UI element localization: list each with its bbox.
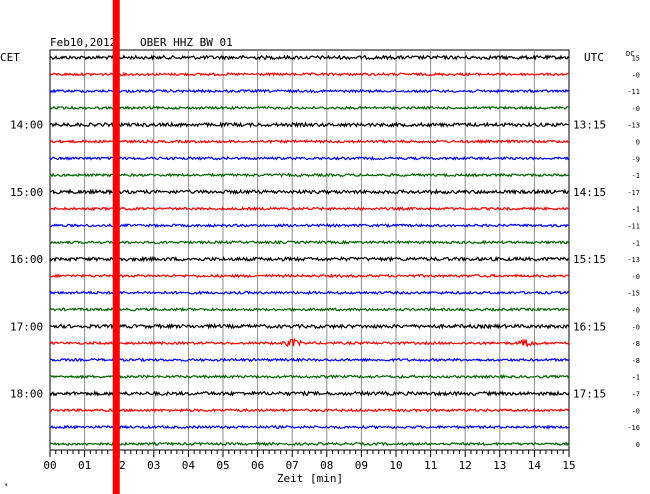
x-tick-label: 14 — [528, 459, 542, 472]
seismic-trace — [49, 273, 570, 279]
seismic-trace — [49, 88, 570, 94]
dc-offset-label: -11 — [627, 88, 640, 96]
seismic-trace — [49, 188, 570, 196]
dc-offset-label: -1 — [632, 172, 640, 180]
dc-offset-label: -16 — [627, 424, 640, 432]
x-tick-label: 13 — [493, 459, 506, 472]
dc-offset-label: -9 — [632, 155, 640, 163]
seismic-trace — [49, 71, 570, 77]
seismic-trace — [49, 306, 570, 313]
chart-date: Feb10,2012 — [50, 36, 116, 49]
right-timezone-label: UTC — [584, 51, 604, 64]
right-time-label: 17:15 — [573, 388, 606, 401]
dc-offset-label: -0 — [632, 307, 640, 315]
dc-offset-label: -0 — [632, 273, 640, 281]
left-time-label: 17:00 — [10, 320, 43, 333]
seismic-trace — [49, 121, 570, 129]
dc-offset-label: -17 — [627, 189, 640, 197]
x-tick-label: 12 — [459, 459, 472, 472]
x-tick-label: 15 — [562, 459, 575, 472]
seismic-trace — [49, 290, 570, 296]
x-tick-label: 07 — [286, 459, 299, 472]
dc-offset-label: -8 — [632, 340, 640, 348]
left-time-label: 16:00 — [10, 253, 43, 266]
dc-offset-label: -0 — [632, 323, 640, 331]
seismic-trace — [49, 390, 570, 397]
x-tick-label: 01 — [78, 459, 91, 472]
x-tick-label: 09 — [355, 459, 368, 472]
chart-station: OBER HHZ BW 01 — [140, 36, 233, 49]
dc-offset-label: -13 — [627, 256, 640, 264]
seismic-trace — [49, 322, 570, 330]
right-time-label: 16:15 — [573, 320, 606, 333]
dc-offset-label: -1 — [632, 206, 640, 214]
seismic-trace — [49, 223, 569, 229]
dc-offset-label: -0 — [632, 407, 640, 415]
seismic-trace — [49, 172, 570, 178]
seismic-trace — [49, 54, 570, 61]
x-tick-label: 04 — [182, 459, 196, 472]
left-time-label: 18:00 — [10, 388, 43, 401]
x-tick-label: 06 — [251, 459, 264, 472]
left-time-label: 15:00 — [10, 186, 43, 199]
seismic-trace — [49, 337, 570, 348]
dc-offset-label: -0 — [632, 105, 640, 113]
seismic-trace — [49, 407, 570, 413]
dc-offset-label: -15 — [627, 290, 640, 298]
seismic-trace — [49, 206, 570, 212]
x-tick-label: 03 — [147, 459, 160, 472]
dc-offset-label: -11 — [627, 223, 640, 231]
dc-offset-label: 0 — [636, 139, 640, 147]
x-axis-label: Zeit [min] — [277, 472, 343, 485]
seismic-trace — [49, 357, 570, 363]
seismic-trace — [49, 155, 570, 161]
seismic-trace — [49, 374, 570, 380]
x-tick-label: 05 — [216, 459, 229, 472]
x-tick-label: 10 — [389, 459, 402, 472]
x-tick-label: 11 — [424, 459, 437, 472]
seismic-trace — [49, 424, 570, 430]
seismic-trace — [49, 105, 570, 111]
x-tick-label: 00 — [43, 459, 56, 472]
right-time-label: 15:15 — [573, 253, 606, 266]
left-timezone-label: CET — [0, 51, 20, 64]
x-tick-label: 08 — [320, 459, 333, 472]
seismic-trace — [49, 441, 570, 447]
dc-offset-label: -1 — [632, 239, 640, 247]
corner-mark: * — [4, 482, 8, 490]
plot-frame — [49, 49, 570, 451]
seismic-trace — [49, 239, 570, 245]
dc-offset-label: -8 — [632, 357, 640, 365]
left-time-label: 14:00 — [10, 119, 43, 132]
seismic-trace — [49, 255, 570, 263]
dc-offset-label: 15 — [632, 55, 640, 63]
dc-label: DC — [626, 50, 634, 58]
dc-offset-label: -13 — [627, 122, 640, 130]
right-time-label: 14:15 — [573, 186, 606, 199]
red-marker-line — [112, 0, 120, 494]
dc-offset-label: -0 — [632, 71, 640, 79]
dc-offset-label: -7 — [632, 391, 640, 399]
dc-offset-label: 0 — [636, 441, 640, 449]
dc-offset-label: -1 — [632, 374, 640, 382]
seismic-trace — [49, 139, 569, 145]
right-time-label: 13:15 — [573, 119, 606, 132]
